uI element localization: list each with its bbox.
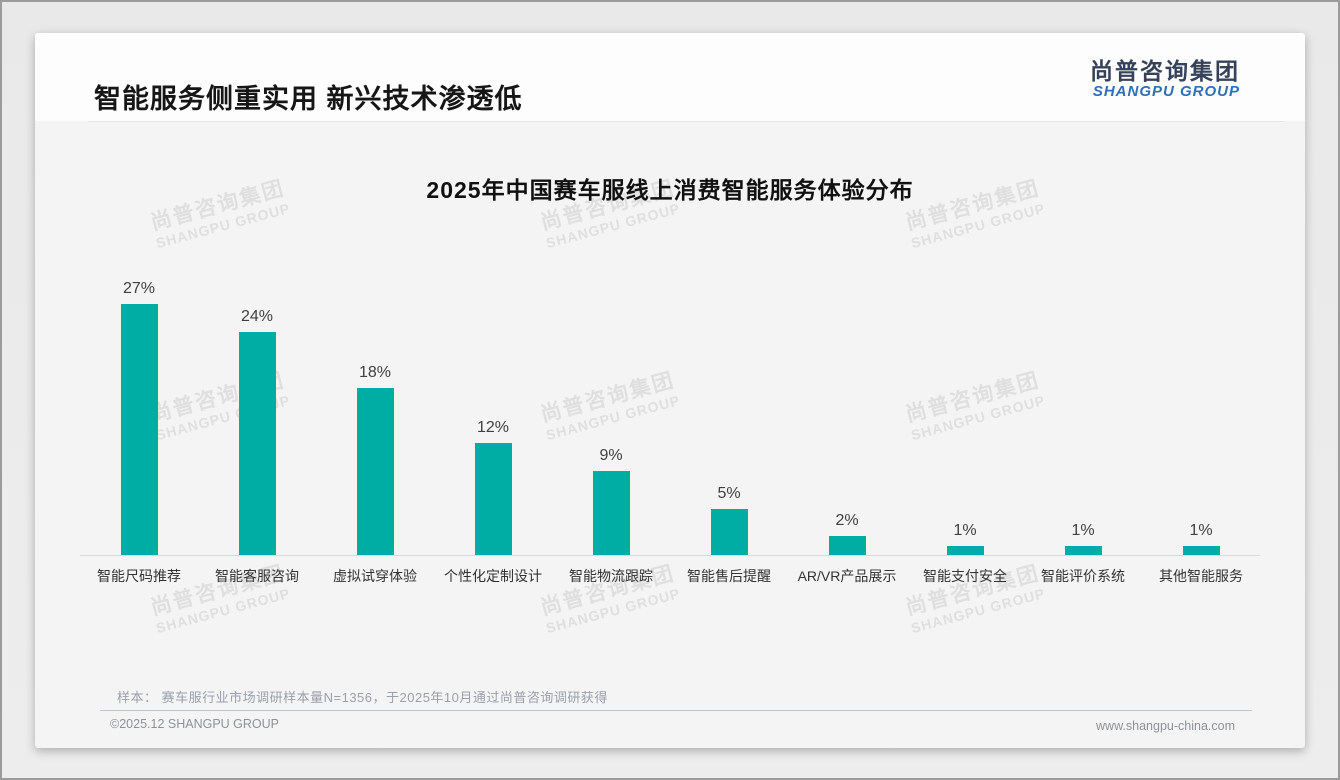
bar-column: 1% — [1024, 246, 1142, 555]
category-label: 智能客服咨询 — [215, 568, 299, 584]
page-title: 智能服务侧重实用 新兴技术渗透低 — [94, 84, 523, 114]
slide-card: 智能服务侧重实用 新兴技术渗透低 尚普咨询集团 SHANGPU GROUP 尚普… — [35, 33, 1305, 748]
bar-column: 18% — [316, 246, 434, 555]
sample-note: 样本： 赛车服行业市场调研样本量N=1356，于2025年10月通过尚普咨询调研… — [117, 690, 608, 705]
bar-value-label: 9% — [599, 447, 623, 465]
category-label: 个性化定制设计 — [444, 568, 542, 584]
category-axis: 智能尺码推荐 智能客服咨询 虚拟试穿体验 个性化定制设计 智能物流跟踪 智能售后提醒 AR/… — [80, 566, 1260, 586]
category-label: 智能售后提醒 — [687, 568, 771, 584]
bar-value-label: 24% — [240, 307, 274, 325]
bar-value-label: 1% — [953, 521, 977, 539]
bar-column: 24% — [198, 246, 316, 555]
bar — [1064, 545, 1102, 555]
slide-header — [35, 33, 1305, 121]
bar — [356, 387, 394, 555]
bar-value-label: 27% — [122, 279, 156, 297]
bar-column: 12% — [434, 246, 552, 555]
bar — [828, 536, 866, 555]
category-label: 虚拟试穿体验 — [333, 568, 417, 584]
bar — [120, 303, 158, 555]
category-label: 智能支付安全 — [923, 568, 1007, 584]
bar-column: 2% — [788, 246, 906, 555]
bar — [592, 471, 630, 555]
logo-chinese-name: 尚普咨询集团 — [1090, 58, 1240, 84]
bar-column: 1% — [906, 246, 1024, 555]
bar-column: 1% — [1142, 246, 1260, 555]
bar-column: 5% — [670, 246, 788, 555]
footer-website: www.shangpu-china.com — [1096, 719, 1235, 733]
bar-value-label: 2% — [835, 512, 859, 530]
bar-value-label: 18% — [358, 363, 392, 381]
logo-english-name: SHANGPU GROUP — [1092, 83, 1240, 101]
bar-value-label: 1% — [1071, 521, 1095, 539]
bar-plot: 27% 24% 18% 12% 9% 5% 2% 1% 1% 1% — [80, 246, 1260, 556]
bar — [474, 443, 512, 555]
bar-value-label: 12% — [476, 419, 510, 437]
bar — [710, 508, 748, 555]
bar — [238, 331, 276, 555]
bar — [946, 545, 984, 555]
category-label: 智能评价系统 — [1041, 568, 1125, 584]
bar-value-label: 1% — [1189, 521, 1213, 539]
chart-title: 2025年中国赛车服线上消费智能服务体验分布 — [426, 177, 914, 203]
category-label: 智能尺码推荐 — [97, 568, 181, 584]
bar-column: 27% — [80, 246, 198, 555]
header-divider — [88, 121, 1285, 122]
bar-value-label: 5% — [717, 484, 741, 502]
category-label: 智能物流跟踪 — [569, 568, 653, 584]
bar-column: 9% — [552, 246, 670, 555]
category-label: AR/VR产品展示 — [797, 568, 897, 584]
company-logo: 尚普咨询集团 SHANGPU GROUP — [1090, 58, 1240, 101]
footer-copyright: ©2025.12 SHANGPU GROUP — [110, 717, 279, 731]
bar — [1182, 545, 1220, 555]
category-label: 其他智能服务 — [1159, 568, 1243, 584]
footer-divider — [100, 710, 1252, 711]
